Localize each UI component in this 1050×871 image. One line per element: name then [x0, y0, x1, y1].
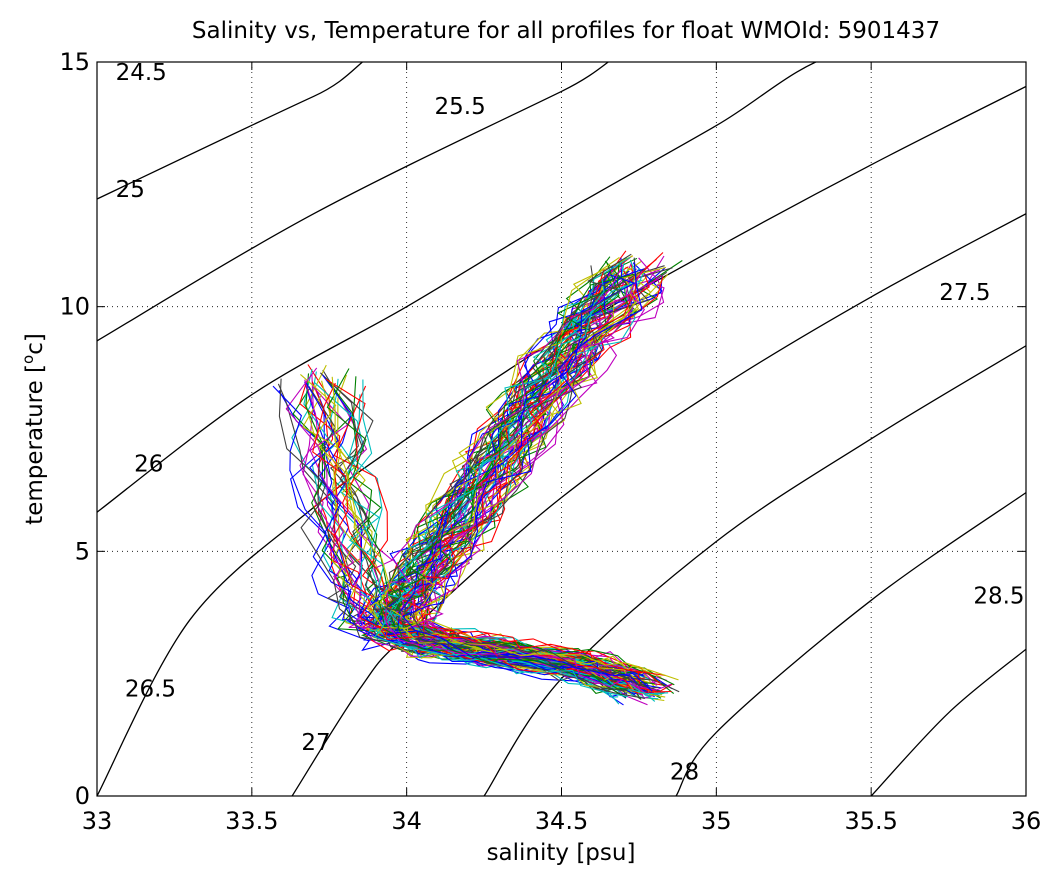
profile-line: [374, 279, 643, 694]
y-axis-label: temperature [oc]: [19, 333, 48, 525]
contour-label: 26: [134, 451, 163, 477]
density-contour: [291, 213, 1026, 796]
x-tick-label: 33: [82, 807, 113, 835]
density-contour: [870, 648, 1026, 796]
density-contour: [675, 492, 1026, 796]
profiles: [272, 250, 683, 706]
x-tick-label: 35: [701, 807, 732, 835]
profile-line: [278, 378, 628, 691]
profile-line: [285, 367, 620, 682]
profile-line: [400, 275, 647, 695]
profile-line: [326, 368, 657, 678]
y-axis-label-main: temperature [: [22, 364, 48, 525]
contour-label: 28.5: [973, 583, 1024, 609]
contour-labels: 24.5 25 25.5 26 26.5 27 27.5 28 28.5: [116, 60, 1025, 786]
contour-label: 27.5: [939, 280, 990, 306]
x-tick-label: 34.5: [535, 807, 588, 835]
profile-line: [378, 273, 635, 690]
axis-ticks: 33 33.5 34 34.5 35 35.5 36 0 5 10 15: [59, 48, 1041, 835]
profile-line: [326, 378, 642, 686]
profile-line: [405, 270, 672, 691]
chart-title: Salinity vs, Temperature for all profile…: [192, 18, 940, 44]
x-tick-label: 34: [391, 807, 422, 835]
x-tick-label: 33.5: [225, 807, 278, 835]
density-contour: [97, 85, 1026, 796]
density-contour: [97, 62, 818, 513]
profile-line: [401, 262, 653, 692]
profile-line: [390, 274, 638, 684]
y-axis-label-end: c]: [22, 333, 48, 355]
y-tick-label: 0: [75, 782, 90, 810]
x-axis-label: salinity [psu]: [487, 840, 636, 866]
x-tick-label: 36: [1011, 807, 1042, 835]
contour-label: 26.5: [125, 676, 176, 702]
y-tick-label: 15: [59, 48, 90, 76]
x-tick-label: 35.5: [844, 807, 897, 835]
density-contours: [97, 62, 1026, 796]
density-contour: [97, 62, 364, 200]
y-axis-label-sup: o: [19, 355, 37, 364]
profile-line: [384, 253, 641, 687]
density-contour: [483, 345, 1026, 796]
contour-label: 25: [116, 177, 145, 203]
profile-line: [373, 278, 628, 698]
contour-label: 27: [301, 730, 330, 756]
contour-label: 24.5: [116, 60, 167, 86]
density-contour: [97, 62, 610, 342]
profile-line: [417, 266, 650, 687]
y-tick-label: 10: [59, 293, 90, 321]
profile-line: [278, 390, 624, 706]
profile-line: [302, 394, 631, 695]
contour-label: 28: [670, 760, 699, 786]
contour-label: 25.5: [435, 94, 486, 120]
y-tick-label: 5: [75, 537, 90, 565]
